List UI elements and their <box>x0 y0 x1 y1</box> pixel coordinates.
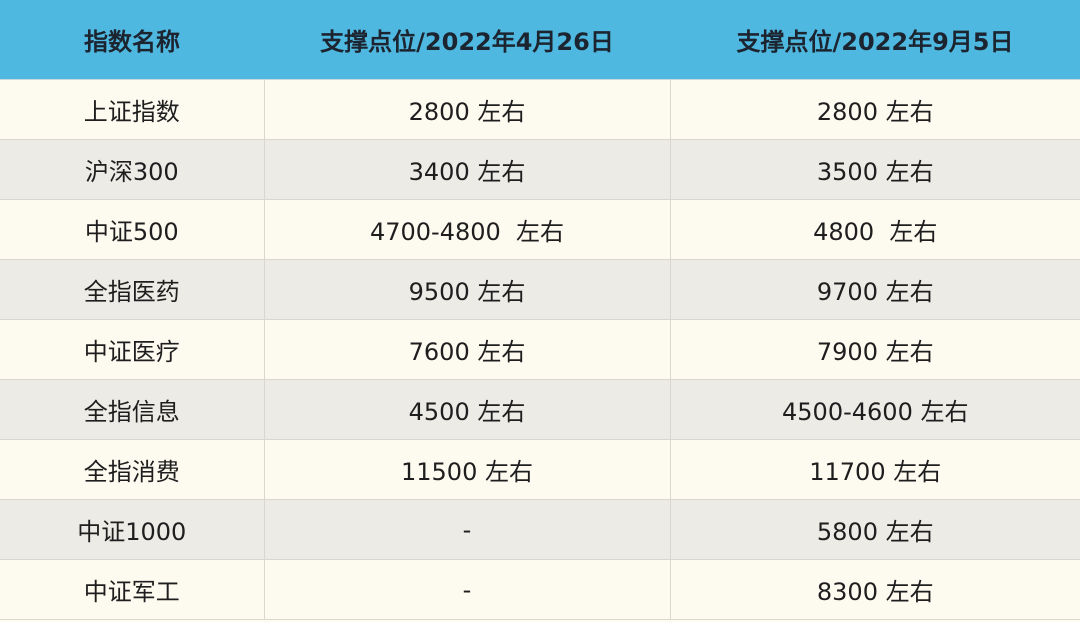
cell-index-name: 全指医药 <box>0 259 265 320</box>
cell-support-2022-09-05: 7900 左右 <box>669 319 1080 380</box>
cell-index-name: 中证500 <box>0 199 265 260</box>
cell-support-2022-04-26: 4500 左右 <box>263 379 671 440</box>
cell-support-2022-04-26: 7600 左右 <box>263 319 671 380</box>
table-row: 中证1000-5800 左右 <box>0 499 1080 560</box>
cell-index-name: 全指信息 <box>0 379 265 440</box>
cell-support-2022-09-05: 11700 左右 <box>669 439 1080 500</box>
table-row: 沪深300 3400 左右 3500 左右 <box>0 139 1080 200</box>
table-row: 全指医药 9500 左右 9700 左右 <box>0 259 1080 320</box>
table-row: 上证指数 2800 左右 2800 左右 <box>0 79 1080 140</box>
cell-support-2022-09-05: 3500 左右 <box>669 139 1080 200</box>
cell-support-2022-04-26: 11500 左右 <box>263 439 671 500</box>
header-support-2022-09-05: 支撑点位/2022年9月5日 <box>670 0 1080 80</box>
cell-support-2022-04-26: 9500 左右 <box>263 259 671 320</box>
table-row: 全指消费 11500 左右 11700 左右 <box>0 439 1080 500</box>
cell-support-2022-04-26: 4700-4800 左右 <box>263 199 671 260</box>
cell-support-2022-04-26: 2800 左右 <box>263 79 671 140</box>
cell-support-2022-04-26: 3400 左右 <box>263 139 671 200</box>
cell-index-name: 上证指数 <box>0 79 265 140</box>
table-row: 全指信息 4500 左右 4500-4600 左右 <box>0 379 1080 440</box>
cell-support-2022-04-26: - <box>263 559 671 620</box>
header-row: 指数名称 支撑点位/2022年4月26日 支撑点位/2022年9月5日 <box>0 0 1080 80</box>
cell-index-name: 沪深300 <box>0 139 265 200</box>
table-row: 中证军工 -8300 左右 <box>0 559 1080 620</box>
table-row: 中证医疗 7600 左右 7900 左右 <box>0 319 1080 380</box>
cell-support-2022-04-26: - <box>263 499 671 560</box>
cell-support-2022-09-05: 9700 左右 <box>669 259 1080 320</box>
cell-index-name: 中证军工 <box>0 559 265 620</box>
header-index-name: 指数名称 <box>0 0 264 80</box>
table-row: 中证500 4700-4800 左右 4800 左右 <box>0 199 1080 260</box>
cell-support-2022-09-05: 4800 左右 <box>669 199 1080 260</box>
header-support-2022-04-26: 支撑点位/2022年4月26日 <box>264 0 670 80</box>
cell-support-2022-09-05: 2800 左右 <box>669 79 1080 140</box>
cell-support-2022-09-05: 5800 左右 <box>669 499 1080 560</box>
cell-support-2022-09-05: 8300 左右 <box>669 559 1080 620</box>
cell-index-name: 全指消费 <box>0 439 265 500</box>
cell-index-name: 中证医疗 <box>0 319 265 380</box>
cell-index-name: 中证1000 <box>0 499 265 560</box>
cell-support-2022-09-05: 4500-4600 左右 <box>669 379 1080 440</box>
